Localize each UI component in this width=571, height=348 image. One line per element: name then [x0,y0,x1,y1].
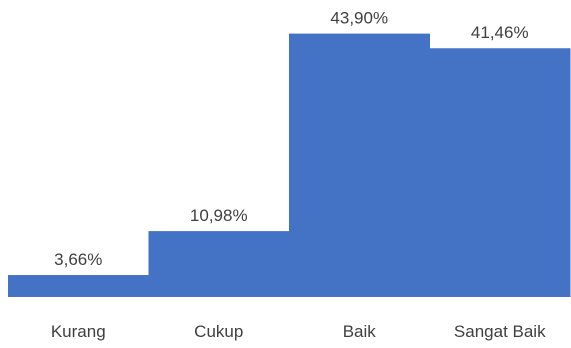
x-tick-label: Sangat Baik [454,322,546,341]
bar-sangat-baik [429,48,571,297]
x-tick-label: Cukup [194,322,243,341]
data-label: 3,66% [54,250,102,269]
data-label: 43,90% [330,9,388,28]
bars-group [8,33,571,297]
data-label: 41,46% [471,23,529,42]
data-label: 10,98% [190,206,248,225]
data-labels-group: 3,66% 10,98% 43,90% 41,46% [54,9,528,269]
bar-cukup [148,231,290,297]
x-tick-label: Baik [343,322,377,341]
x-tick-label: Kurang [51,322,106,341]
bar-kurang [8,275,149,297]
x-axis-tick-labels: Kurang Cukup Baik Sangat Baik [51,322,546,341]
bar-baik [289,33,430,297]
